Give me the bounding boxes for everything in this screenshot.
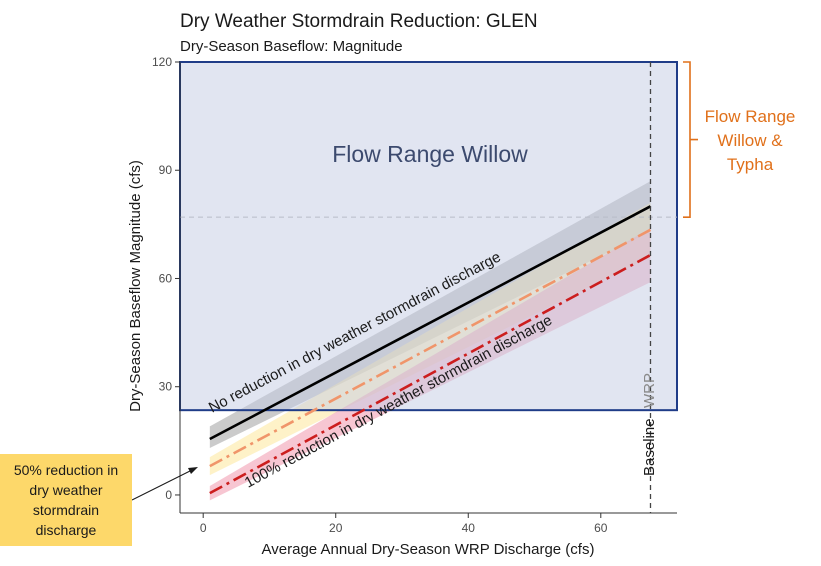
baseline-label: Baseline bbox=[641, 418, 658, 476]
callout-arrow bbox=[131, 469, 193, 501]
x-tick-label: 60 bbox=[594, 521, 608, 535]
callout-arrowhead bbox=[188, 467, 198, 474]
y-tick-label: 90 bbox=[159, 163, 173, 177]
x-tick-label: 0 bbox=[200, 521, 207, 535]
y-tick-label: 30 bbox=[159, 380, 173, 394]
y-tick-label: 60 bbox=[159, 271, 173, 285]
y-tick-label: 120 bbox=[152, 55, 172, 69]
wrp-label: WRP bbox=[641, 373, 658, 408]
flow-range-willow-box bbox=[179, 61, 678, 412]
line-hundred bbox=[209, 253, 652, 495]
typha-label-line-3: Typha bbox=[727, 155, 774, 174]
flow-range-willow-typha-bracket bbox=[683, 61, 698, 218]
series-lines bbox=[209, 205, 652, 495]
chart-subtitle: Dry-Season Baseflow: Magnitude bbox=[180, 38, 403, 55]
typha-label-line-1: Flow Range bbox=[705, 107, 796, 126]
y-tick-label: 0 bbox=[165, 488, 172, 502]
fifty-percent-reduction-callout: 50% reduction in dry weather stormdrain … bbox=[0, 454, 132, 546]
typha-label-line-2: Willow & bbox=[717, 131, 783, 150]
x-tick-label: 20 bbox=[329, 521, 343, 535]
axis-ticks: 0 20 40 60 0 30 60 90 120 bbox=[152, 55, 608, 535]
flow-range-willow-label: Flow Range Willow bbox=[332, 141, 528, 167]
x-axis-label: Average Annual Dry-Season WRP Discharge … bbox=[262, 541, 595, 558]
line-fifty bbox=[209, 228, 652, 468]
fifty-percent-reduction-text: 50% reduction in dry weather stormdrain … bbox=[13, 462, 119, 538]
y-axis-label: Dry-Season Baseflow Magnitude (cfs) bbox=[127, 160, 144, 412]
line-none bbox=[209, 205, 652, 441]
x-tick-label: 40 bbox=[462, 521, 476, 535]
chart-title: Dry Weather Stormdrain Reduction: GLEN bbox=[180, 11, 538, 32]
